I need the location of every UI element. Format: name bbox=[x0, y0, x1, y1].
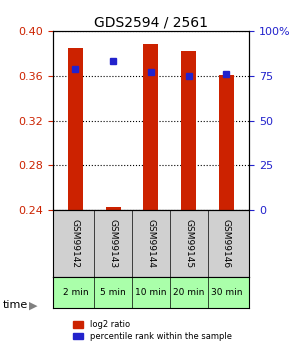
Text: 2 min: 2 min bbox=[63, 288, 88, 297]
Text: ▶: ▶ bbox=[29, 300, 38, 310]
Text: 30 min: 30 min bbox=[211, 288, 242, 297]
Text: GSM99146: GSM99146 bbox=[222, 219, 231, 268]
Bar bbox=[181, 51, 196, 214]
Legend: log2 ratio, percentile rank within the sample: log2 ratio, percentile rank within the s… bbox=[73, 321, 232, 341]
Text: GSM99142: GSM99142 bbox=[71, 219, 80, 268]
Text: GSM99145: GSM99145 bbox=[184, 219, 193, 268]
Text: 20 min: 20 min bbox=[173, 288, 204, 297]
Title: GDS2594 / 2561: GDS2594 / 2561 bbox=[94, 16, 208, 30]
Bar bbox=[143, 45, 159, 214]
Text: GSM99144: GSM99144 bbox=[146, 219, 155, 268]
Bar bbox=[68, 48, 83, 214]
Bar bbox=[219, 75, 234, 214]
Bar bbox=[105, 207, 121, 214]
Text: time: time bbox=[3, 300, 28, 310]
Text: 5 min: 5 min bbox=[100, 288, 126, 297]
Text: GSM99143: GSM99143 bbox=[109, 219, 118, 268]
Text: 10 min: 10 min bbox=[135, 288, 167, 297]
